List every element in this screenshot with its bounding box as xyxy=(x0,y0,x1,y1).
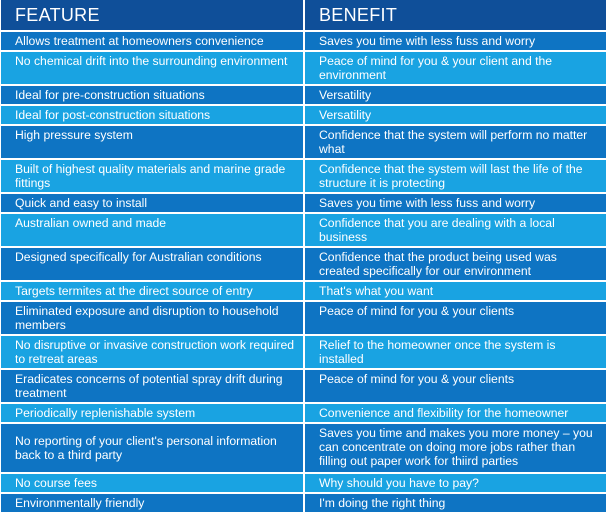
benefit-cell: Confidence that the system will perform … xyxy=(305,126,606,158)
table-row: No reporting of your client's personal i… xyxy=(1,424,606,472)
feature-column-header: FEATURE xyxy=(1,0,303,30)
benefit-cell: Convenience and flexibility for the home… xyxy=(305,404,606,422)
feature-cell: Targets termites at the direct source of… xyxy=(1,282,303,300)
benefit-cell: Versatility xyxy=(305,86,606,104)
feature-cell: Periodically replenishable system xyxy=(1,404,303,422)
table-row: No disruptive or invasive construction w… xyxy=(1,336,606,368)
benefit-cell: Versatility xyxy=(305,106,606,124)
header-row: FEATURE BENEFIT xyxy=(1,0,606,30)
feature-cell: Quick and easy to install xyxy=(1,194,303,212)
table-row: No course fees Why should you have to pa… xyxy=(1,474,606,492)
feature-cell: Environmentally friendly xyxy=(1,494,303,512)
feature-cell: Built of highest quality materials and m… xyxy=(1,160,303,192)
benefit-cell: That's what you want xyxy=(305,282,606,300)
benefit-cell: Why should you have to pay? xyxy=(305,474,606,492)
benefit-cell: Saves you time with less fuss and worry xyxy=(305,32,606,50)
table-row: Australian owned and made Confidence tha… xyxy=(1,214,606,246)
feature-cell: Ideal for pre-construction situations xyxy=(1,86,303,104)
benefit-cell: Confidence that you are dealing with a l… xyxy=(305,214,606,246)
benefit-column-header: BENEFIT xyxy=(305,0,606,30)
feature-cell: No reporting of your client's personal i… xyxy=(1,424,303,472)
benefit-cell: I'm doing the right thing xyxy=(305,494,606,512)
feature-cell: Eradicates concerns of potential spray d… xyxy=(1,370,303,402)
feature-cell: No course fees xyxy=(1,474,303,492)
table-row: Ideal for post-construction situations V… xyxy=(1,106,606,124)
table-row: Quick and easy to install Saves you time… xyxy=(1,194,606,212)
benefit-cell: Saves you time with less fuss and worry xyxy=(305,194,606,212)
benefit-cell: Peace of mind for you & your clients xyxy=(305,302,606,334)
table-row: High pressure system Confidence that the… xyxy=(1,126,606,158)
benefit-cell: Confidence that the system will last the… xyxy=(305,160,606,192)
feature-cell: Designed specifically for Australian con… xyxy=(1,248,303,280)
table-row: Ideal for pre-construction situations Ve… xyxy=(1,86,606,104)
feature-cell: No disruptive or invasive construction w… xyxy=(1,336,303,368)
table-row: No chemical drift into the surrounding e… xyxy=(1,52,606,84)
feature-cell: High pressure system xyxy=(1,126,303,158)
table-row: Periodically replenishable system Conven… xyxy=(1,404,606,422)
feature-cell: No chemical drift into the surrounding e… xyxy=(1,52,303,84)
table-row: Allows treatment at homeowners convenien… xyxy=(1,32,606,50)
table-row: Eradicates concerns of potential spray d… xyxy=(1,370,606,402)
table-row: Eliminated exposure and disruption to ho… xyxy=(1,302,606,334)
benefit-cell: Peace of mind for you & your client and … xyxy=(305,52,606,84)
benefit-cell: Saves you time and makes you more money … xyxy=(305,424,606,472)
feature-cell: Ideal for post-construction situations xyxy=(1,106,303,124)
benefit-cell: Peace of mind for you & your clients xyxy=(305,370,606,402)
benefit-cell: Relief to the homeowner once the system … xyxy=(305,336,606,368)
benefit-cell: Confidence that the product being used w… xyxy=(305,248,606,280)
table-row: Built of highest quality materials and m… xyxy=(1,160,606,192)
feature-cell: Allows treatment at homeowners convenien… xyxy=(1,32,303,50)
table-row: Targets termites at the direct source of… xyxy=(1,282,606,300)
table-row: Environmentally friendly I'm doing the r… xyxy=(1,494,606,512)
feature-cell: Australian owned and made xyxy=(1,214,303,246)
table-row: Designed specifically for Australian con… xyxy=(1,248,606,280)
feature-cell: Eliminated exposure and disruption to ho… xyxy=(1,302,303,334)
